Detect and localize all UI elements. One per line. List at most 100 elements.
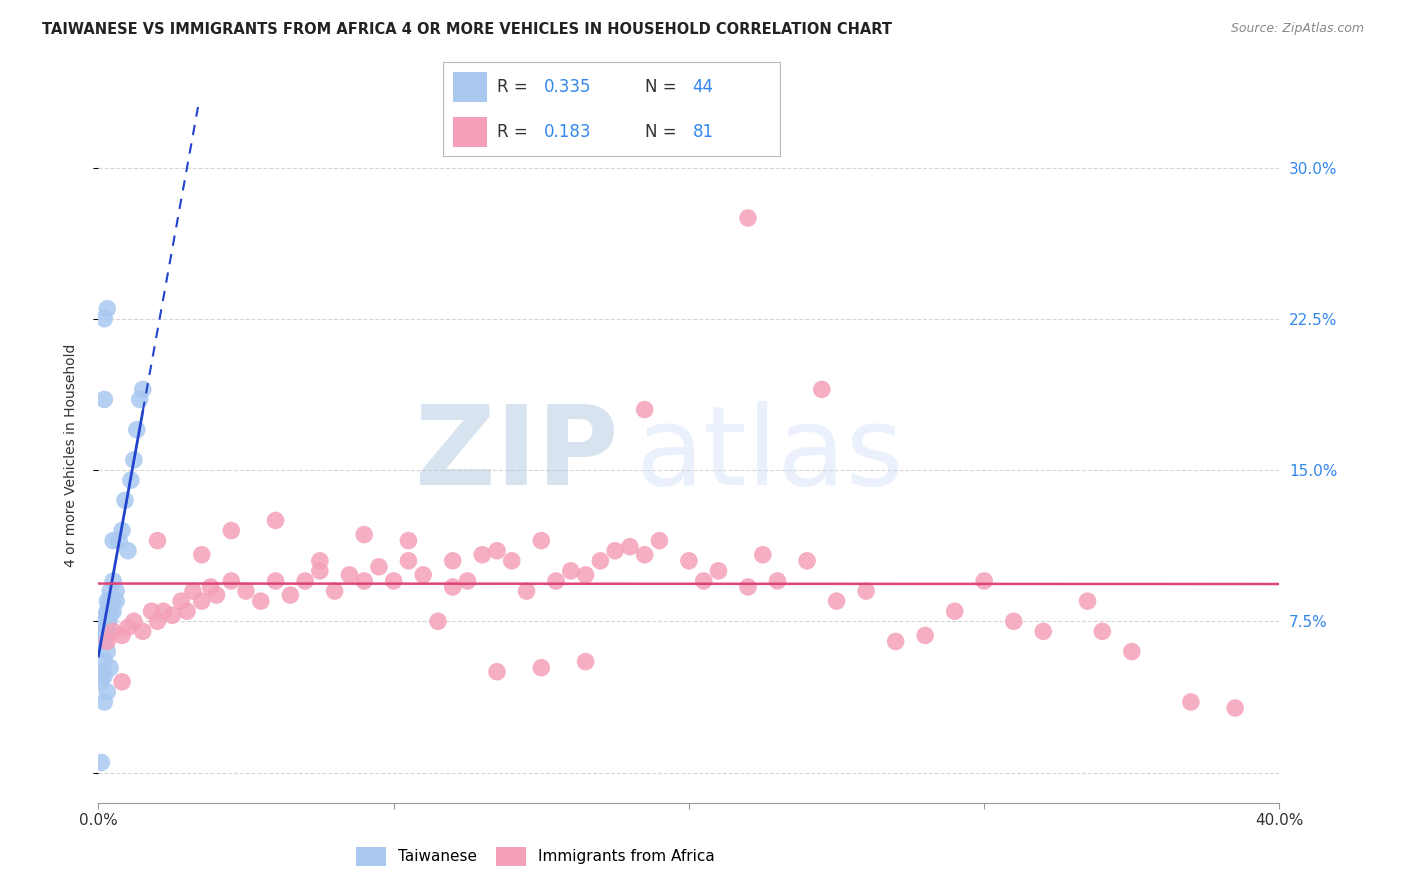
Point xyxy=(737,211,759,225)
Bar xyxy=(453,72,486,102)
Point xyxy=(98,608,121,623)
Point xyxy=(796,554,818,568)
Point xyxy=(181,584,204,599)
Point xyxy=(93,615,115,629)
Point xyxy=(264,513,287,527)
Point xyxy=(111,674,134,689)
Text: 81: 81 xyxy=(693,123,714,141)
Point xyxy=(152,604,174,618)
Point xyxy=(205,588,228,602)
Text: ZIP: ZIP xyxy=(415,401,619,508)
Point xyxy=(122,615,145,629)
Point xyxy=(96,644,118,658)
Point xyxy=(855,584,877,599)
Point xyxy=(176,604,198,618)
Point xyxy=(619,540,641,554)
Point xyxy=(693,574,716,588)
Point xyxy=(441,554,464,568)
Point xyxy=(200,580,222,594)
Point xyxy=(93,669,115,683)
Point xyxy=(1077,594,1099,608)
Y-axis label: 4 or more Vehicles in Household: 4 or more Vehicles in Household xyxy=(63,343,77,566)
Point xyxy=(117,543,139,558)
Point xyxy=(264,574,287,588)
Point xyxy=(323,584,346,599)
Point xyxy=(278,588,302,602)
Point xyxy=(633,402,655,417)
Point xyxy=(294,574,316,588)
Point xyxy=(96,301,118,316)
Text: TAIWANESE VS IMMIGRANTS FROM AFRICA 4 OR MORE VEHICLES IN HOUSEHOLD CORRELATION : TAIWANESE VS IMMIGRANTS FROM AFRICA 4 OR… xyxy=(42,22,893,37)
Point xyxy=(353,574,375,588)
Point xyxy=(105,594,128,608)
Point xyxy=(111,524,134,538)
Point xyxy=(530,661,553,675)
Point xyxy=(93,628,115,642)
Point xyxy=(633,548,655,562)
Point xyxy=(235,584,257,599)
Point xyxy=(648,533,671,548)
Point xyxy=(117,620,139,634)
Point xyxy=(1180,695,1202,709)
Text: 0.183: 0.183 xyxy=(544,123,592,141)
Point xyxy=(103,574,125,588)
Point xyxy=(90,756,112,770)
Point xyxy=(111,628,134,642)
Point xyxy=(368,559,391,574)
Point xyxy=(94,615,117,629)
Point xyxy=(191,594,214,608)
Point xyxy=(678,554,700,568)
Point xyxy=(96,634,118,648)
Point xyxy=(737,580,759,594)
Point xyxy=(530,533,553,548)
Point xyxy=(93,634,115,648)
Point xyxy=(486,543,509,558)
Point xyxy=(309,564,332,578)
Point xyxy=(1223,701,1246,715)
Text: atlas: atlas xyxy=(636,401,904,508)
Point xyxy=(427,615,450,629)
Point xyxy=(471,548,494,562)
Bar xyxy=(453,117,486,147)
Legend: Taiwanese, Immigrants from Africa: Taiwanese, Immigrants from Africa xyxy=(350,841,721,871)
Text: N =: N = xyxy=(645,123,676,141)
Point xyxy=(93,624,115,639)
Text: Source: ZipAtlas.com: Source: ZipAtlas.com xyxy=(1230,22,1364,36)
Point xyxy=(97,600,120,615)
Point xyxy=(93,311,115,326)
Point xyxy=(914,628,936,642)
Point xyxy=(98,584,121,599)
Point xyxy=(93,392,115,407)
Point xyxy=(162,608,183,623)
Point xyxy=(339,568,360,582)
Point xyxy=(90,674,112,689)
Point xyxy=(396,554,419,568)
Point xyxy=(884,634,907,648)
Point xyxy=(105,584,128,599)
Point xyxy=(170,594,193,608)
Point xyxy=(96,594,118,608)
Point xyxy=(810,383,832,397)
Point xyxy=(96,624,118,639)
Point xyxy=(250,594,273,608)
Point xyxy=(382,574,405,588)
Point xyxy=(751,548,773,562)
Point xyxy=(108,533,131,548)
Point xyxy=(90,634,112,648)
Point xyxy=(221,524,243,538)
Point xyxy=(943,604,966,618)
Point xyxy=(486,665,509,679)
Point xyxy=(1032,624,1054,639)
Point xyxy=(103,624,125,639)
Point xyxy=(98,661,121,675)
Point xyxy=(1091,624,1114,639)
Point xyxy=(128,392,150,407)
Point xyxy=(103,533,125,548)
Point xyxy=(96,604,118,618)
Point xyxy=(91,665,114,679)
Point xyxy=(546,574,568,588)
Point xyxy=(146,533,169,548)
Point xyxy=(93,695,115,709)
Point xyxy=(560,564,582,578)
Point xyxy=(96,615,118,629)
